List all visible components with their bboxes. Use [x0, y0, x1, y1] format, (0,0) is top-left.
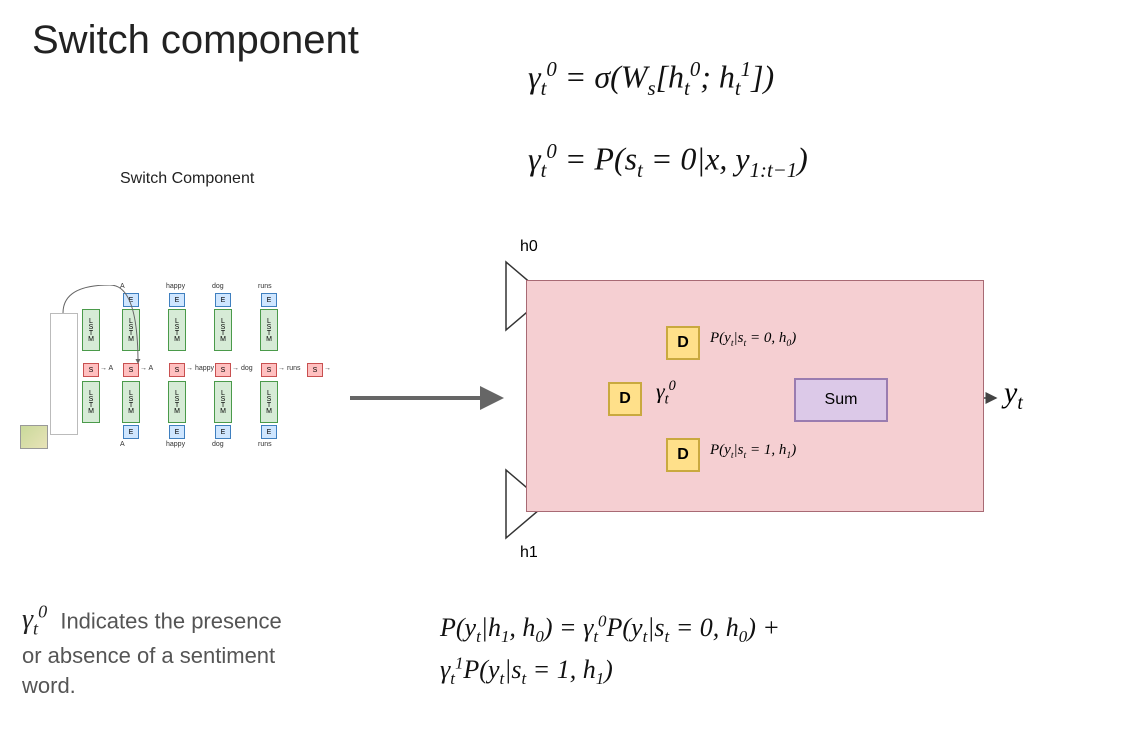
s-cell: S: [215, 363, 231, 377]
prob-annot-1: P(yt|st = 1, h1): [710, 442, 796, 461]
lstm-cell: LSTM: [82, 309, 100, 351]
mini-lstm-diagram: AELSTMS→ ALSTMEAhappyELSTMS→ happyLSTMEh…: [20, 285, 340, 470]
lstm-cell: LSTM: [260, 381, 278, 423]
lstm-cell: LSTM: [260, 309, 278, 351]
mini-diagram-title: Switch Component: [120, 170, 254, 188]
e-cell: E: [261, 425, 277, 439]
h1-label: h1: [520, 544, 538, 562]
s-output: → happy: [186, 365, 214, 372]
prob-annot-0: P(yt|st = 0, h0): [710, 330, 796, 349]
lstm-cell: LSTM: [122, 309, 140, 351]
top-word: A: [120, 283, 125, 290]
switch-flow-box: [526, 280, 984, 512]
dense-box: D: [608, 382, 642, 416]
lstm-cell: LSTM: [168, 381, 186, 423]
lstm-cell: LSTM: [122, 381, 140, 423]
h0-label: h0: [520, 238, 538, 256]
bottom-word: happy: [166, 441, 185, 448]
e-cell: E: [215, 293, 231, 307]
top-word: happy: [166, 283, 185, 290]
top-word: dog: [212, 283, 224, 290]
lstm-cell: LSTM: [214, 309, 232, 351]
lstm-cell: LSTM: [214, 381, 232, 423]
bottom-word: A: [120, 441, 125, 448]
e-cell: E: [169, 425, 185, 439]
image-thumb: [20, 425, 48, 449]
sum-box: Sum: [794, 378, 888, 422]
equation-prob: γt0 = P(st = 0|x, y1:t−1): [528, 140, 808, 183]
encoder-col: [50, 313, 78, 435]
s-cell: S: [83, 363, 99, 377]
gamma-center: γt0: [656, 378, 676, 409]
s-output: → dog: [232, 365, 253, 372]
e-cell: E: [261, 293, 277, 307]
e-cell: E: [169, 293, 185, 307]
dense-box: D: [666, 326, 700, 360]
e-cell: E: [123, 425, 139, 439]
lstm-cell: LSTM: [82, 381, 100, 423]
s-output: → A: [100, 365, 113, 372]
s-output: → runs: [278, 365, 301, 372]
s-cell: S: [123, 363, 139, 377]
output-yt: yt: [1004, 376, 1023, 415]
dense-box: D: [666, 438, 700, 472]
s-output: →: [324, 365, 331, 372]
equation-sigma: γt0 = σ(Ws[ht0; ht1]): [528, 58, 774, 101]
equation-mixture: P(yt|h1, h0) = γt0P(yt|st = 0, h0) + γt1…: [440, 608, 780, 691]
top-word: runs: [258, 283, 272, 290]
gamma-footnote: γt0 Indicates the presence or absence of…: [22, 600, 282, 701]
e-cell: E: [215, 425, 231, 439]
bottom-word: runs: [258, 441, 272, 448]
s-cell: S: [261, 363, 277, 377]
page-title: Switch component: [32, 18, 359, 63]
s-output: → A: [140, 365, 153, 372]
lstm-cell: LSTM: [168, 309, 186, 351]
bottom-word: dog: [212, 441, 224, 448]
s-cell: S: [307, 363, 323, 377]
e-cell: E: [123, 293, 139, 307]
s-cell: S: [169, 363, 185, 377]
